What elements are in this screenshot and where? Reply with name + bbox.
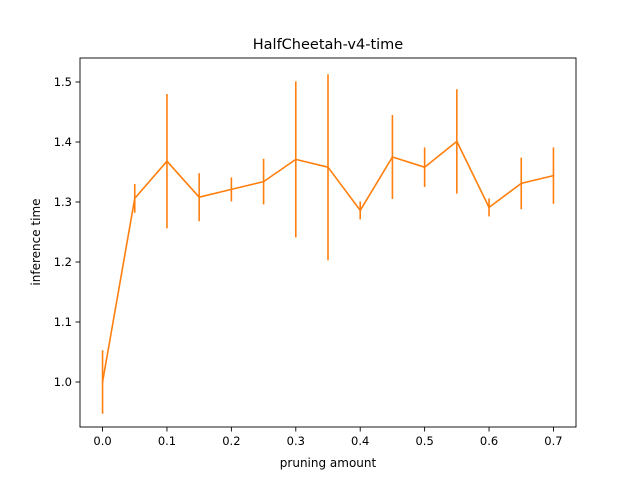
data-point: [198, 196, 200, 198]
data-point: [327, 166, 329, 168]
y-tick-label: 1.2: [54, 255, 72, 269]
data-point: [262, 180, 265, 183]
plot-area: 0.0 0.1 0.2 0.3 0.4 0.5 0.6 0.7 1.0 1.1 1.2 1.3 1.4 1…: [54, 57, 577, 448]
data-point: [520, 182, 523, 185]
x-axis-label: pruning amount: [280, 456, 377, 470]
data-point: [294, 158, 297, 161]
x-tick-label: 0.1: [158, 434, 176, 448]
data-point: [423, 166, 426, 168]
data-point: [166, 160, 168, 162]
data-point: [101, 381, 104, 383]
data-point: [230, 188, 233, 191]
y-tick-label: 1.4: [54, 135, 72, 149]
data-point: [488, 206, 490, 209]
data-point: [552, 174, 555, 177]
x-tick-label: 0.6: [480, 434, 498, 448]
y-tick-label: 1.5: [54, 75, 72, 89]
x-tick-label: 0.5: [415, 434, 433, 448]
x-tick-label: 0.7: [544, 434, 562, 448]
x-tick-label: 0.0: [93, 434, 111, 448]
y-tick-label: 1.1: [54, 315, 72, 329]
data-point: [456, 140, 458, 143]
x-tick-label: 0.4: [351, 434, 369, 448]
y-axis-label: inference time: [29, 198, 43, 285]
data-point: [133, 197, 136, 200]
data-point: [391, 156, 394, 158]
x-tick-label: 0.3: [287, 434, 305, 448]
y-tick-label: 1.0: [54, 375, 72, 389]
x-tick-label: 0.2: [222, 434, 240, 448]
axes-frame: [79, 57, 577, 428]
chart-title: HalfCheetah-v4-time: [253, 37, 404, 53]
y-tick-label: 1.3: [54, 195, 72, 209]
data-point: [359, 209, 362, 212]
